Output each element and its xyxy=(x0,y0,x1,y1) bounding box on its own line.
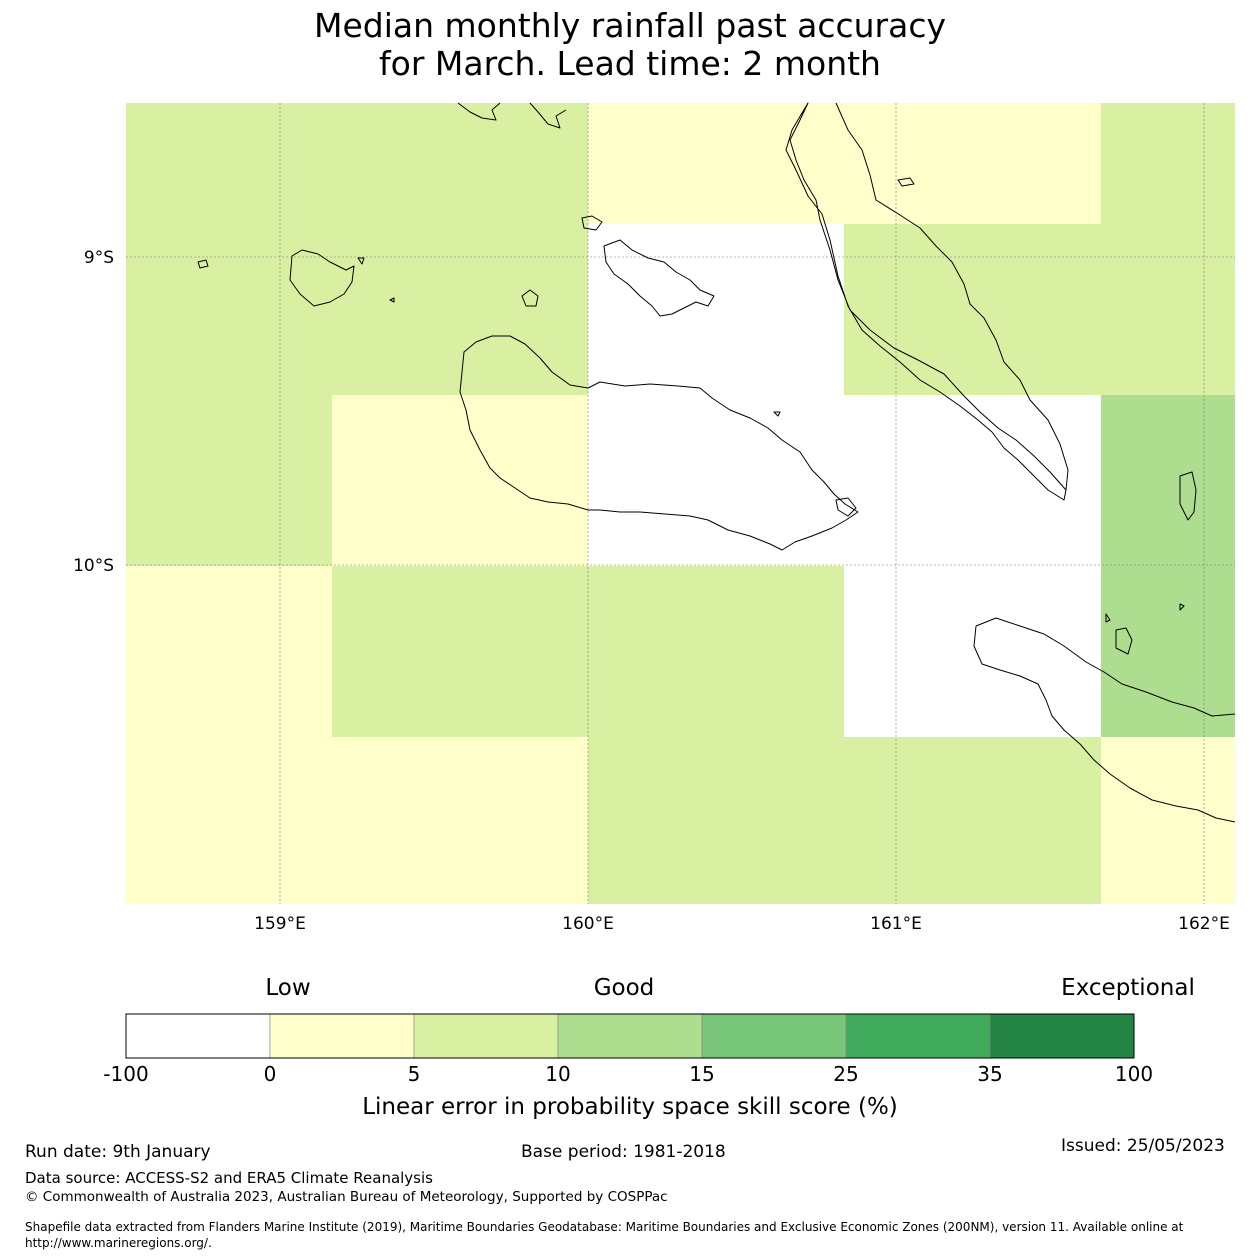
run-date: Run date: 9th January xyxy=(25,1142,211,1162)
colorbar-tick: 0 xyxy=(264,1062,277,1086)
colorbar-tick: -100 xyxy=(103,1062,148,1086)
coastline-russell xyxy=(289,249,355,307)
shapefile-credit: Shapefile data extracted from Flanders M… xyxy=(25,1220,1184,1234)
coastline-small-isle xyxy=(197,259,209,269)
coastline-small-isle xyxy=(897,177,915,187)
map-panel xyxy=(126,102,1236,904)
coastline-north xyxy=(457,102,501,121)
colorbar-frame xyxy=(125,1013,1135,1059)
lon-label-162e: 162°E xyxy=(1178,914,1230,934)
grid-cell xyxy=(844,395,1101,566)
base-period: Base period: 1981-2018 xyxy=(521,1142,726,1162)
coastline-guadalcanal xyxy=(587,381,859,551)
coastline-small-isle xyxy=(1115,627,1133,655)
colorbar-exceptional-label: Exceptional xyxy=(1061,975,1195,1001)
coastline-small-isle xyxy=(357,257,365,265)
shapefile-url: http://www.marineregions.org/. xyxy=(25,1236,212,1250)
colorbar: Low Good Exceptional -100 0 5 10 15 25 3… xyxy=(103,975,1195,1120)
colorbar-tick: 15 xyxy=(689,1062,714,1086)
grid-cell xyxy=(1101,395,1235,566)
grid-cell xyxy=(588,224,844,395)
grid-cell xyxy=(126,103,332,224)
lon-label-160e: 160°E xyxy=(562,914,614,934)
coastline-small-isle xyxy=(1179,471,1197,521)
coastline-north xyxy=(529,102,567,129)
coastline-small-isle xyxy=(773,411,781,417)
coastline-west-island xyxy=(459,335,589,511)
grid-cell xyxy=(332,737,588,904)
map-title-line2: for March. Lead time: 2 month xyxy=(379,44,881,83)
coastline-nggela xyxy=(603,239,715,317)
colorbar-low-label: Low xyxy=(265,975,310,1001)
coastlines xyxy=(197,102,1236,823)
grid-cell xyxy=(844,737,1101,904)
colorbar-segment xyxy=(557,1013,703,1059)
coastline-small-isle xyxy=(581,215,603,231)
colorbar-segment xyxy=(701,1013,847,1059)
grid-cell xyxy=(588,737,844,904)
skill-grid xyxy=(126,103,1235,904)
lat-label-9s: 9°S xyxy=(84,248,114,268)
grid-cell xyxy=(588,395,844,566)
axis-labels: 9°S 10°S 159°E 160°E 161°E 162°E xyxy=(73,248,1230,934)
grid-cell xyxy=(588,566,844,737)
colorbar-tick: 5 xyxy=(408,1062,421,1086)
graticule xyxy=(126,103,1235,904)
grid-cell xyxy=(126,395,332,566)
grid-cell xyxy=(844,566,1101,737)
colorbar-segment xyxy=(845,1013,991,1059)
colorbar-segment xyxy=(125,1013,271,1059)
colorbar-segment xyxy=(989,1013,1135,1059)
grid-cell xyxy=(332,395,588,566)
grid-cell xyxy=(588,103,844,224)
grid-cell xyxy=(332,103,588,224)
coastline-small-isle xyxy=(1105,613,1111,623)
grid-cell xyxy=(1101,103,1235,224)
grid-cell xyxy=(126,737,332,904)
data-source: Data source: ACCESS-S2 and ERA5 Climate … xyxy=(25,1169,433,1187)
grid-cell xyxy=(126,224,332,395)
colorbar-axis-label: Linear error in probability space skill … xyxy=(362,1094,898,1120)
coastline-small-isle xyxy=(1179,603,1185,611)
copyright-notice: © Commonwealth of Australia 2023, Austra… xyxy=(25,1189,668,1205)
coastline-small-isle xyxy=(521,289,539,307)
coastline-malaita xyxy=(785,102,1067,501)
grid-cell xyxy=(126,566,332,737)
lon-label-161e: 161°E xyxy=(870,914,922,934)
coastline-malaita-east xyxy=(835,102,1069,491)
grid-cell xyxy=(1101,737,1235,904)
colorbar-tick: 25 xyxy=(833,1062,858,1086)
grid-cell xyxy=(1101,566,1235,737)
lon-label-159e: 159°E xyxy=(254,914,306,934)
colorbar-segment xyxy=(413,1013,559,1059)
grid-cell xyxy=(844,224,1101,395)
issued-date: Issued: 25/05/2023 xyxy=(1061,1136,1225,1156)
map-title-line1: Median monthly rainfall past accuracy xyxy=(313,6,947,45)
colorbar-tick: 10 xyxy=(545,1062,570,1086)
colorbar-segment xyxy=(269,1013,415,1059)
coastline-small-isle xyxy=(835,497,857,517)
grid-cell xyxy=(332,224,588,395)
colorbar-tick: 35 xyxy=(977,1062,1002,1086)
colorbar-tick: 100 xyxy=(1115,1062,1153,1086)
grid-cell xyxy=(332,566,588,737)
grid-cell xyxy=(1101,224,1235,395)
grid-cell xyxy=(844,103,1101,224)
lat-label-10s: 10°S xyxy=(73,556,114,576)
colorbar-good-label: Good xyxy=(594,975,655,1001)
coastline-makira xyxy=(973,617,1236,823)
coastline-small-isle xyxy=(389,297,395,303)
